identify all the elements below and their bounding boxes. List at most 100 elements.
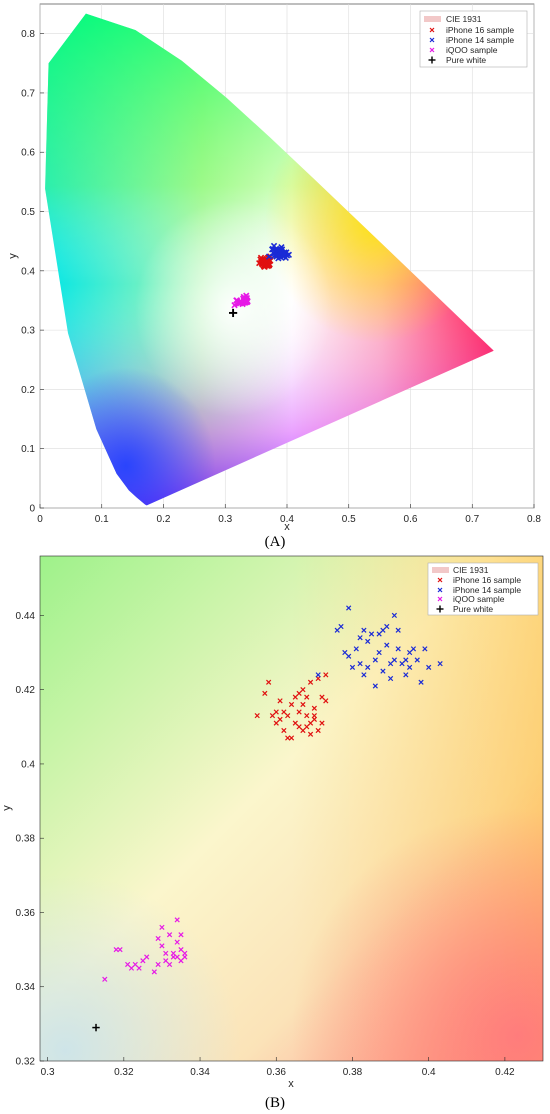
panel-b: 0.3 0.32 0.34 0.36 0.38 0.4 0.42 0.32 0.34 0.36 0.…: [1, 555, 544, 1111]
iphone-14-sample-point: [403, 657, 409, 663]
legend-iqoo-marker: [429, 47, 435, 53]
iqoo-sample-point: [163, 950, 169, 956]
iqoo-sample-point: [136, 965, 142, 971]
x-tick-label: 0.5: [342, 514, 356, 525]
x-tick-label: 0.42: [495, 1067, 515, 1078]
iphone-16-sample-point: [296, 690, 302, 697]
iphone-14-sample-point: [349, 664, 356, 671]
legend-plus-icon: [436, 605, 444, 613]
iqoo-sample-point: [132, 961, 138, 968]
iphone-14-sample-point: [391, 612, 398, 619]
legend-cross-icon: [437, 587, 443, 593]
iqoo-sample-point: [174, 917, 180, 923]
iphone-14-sample-point: [387, 675, 394, 682]
iphone-16-sample-point: [288, 701, 295, 708]
y-tick-label: 0.3: [21, 326, 35, 337]
iphone-16-sample-point: [262, 690, 268, 697]
iphone-16-sample-point: [292, 720, 298, 726]
iqoo-sample-point: [159, 924, 165, 930]
iphone-14-sample-point: [361, 627, 367, 633]
iqoo-sample-point: [125, 961, 131, 968]
iphone-14-sample-point: [407, 649, 413, 656]
iqoo-sample-point: [178, 958, 184, 964]
iphone-16-sample-point: [307, 720, 314, 726]
x-tick-label: 0.7: [465, 514, 479, 525]
panel-b-ticks: 0.3 0.32 0.34 0.36 0.38 0.4 0.42 0.32 0.34 0.36 0.…: [16, 611, 516, 1078]
iqoo-sample-point: [117, 946, 123, 953]
iphone-16-sample-point: [296, 724, 302, 730]
iphone-16-sample-point: [304, 724, 310, 730]
iphone-16-sample-point: [300, 701, 306, 708]
panel-a-ticks: 0 0.1 0.2 0.3 0.4 0.5 0.6 0.7 0.8 0 0.1 0.2 0.3 0.4 0.…: [21, 29, 541, 525]
panel-a-ylabel: y: [7, 253, 19, 259]
legend-iqoo-label: iQOO sample: [453, 594, 505, 604]
iqoo-sample-point: [155, 961, 161, 968]
legend-cross-icon: [437, 577, 443, 583]
legend-cross-icon: [429, 27, 435, 33]
legend-cie-label: CIE 1931: [446, 14, 482, 24]
iphone-14-sample-point: [384, 642, 390, 648]
y-tick-label: 0.7: [21, 88, 35, 99]
iqoo-sample-point: [231, 302, 238, 309]
iphone-16-sample-point: [304, 713, 310, 719]
panel-b-markers: [92, 605, 443, 1032]
iphone-14-sample-point: [418, 679, 424, 685]
legend-cie-swatch: [432, 567, 449, 573]
iqoo-sample-point: [159, 943, 165, 949]
x-tick-label: 0: [37, 514, 43, 525]
panel-b-background: [40, 556, 543, 1061]
x-tick-label: 0.34: [190, 1067, 210, 1078]
iphone-16-sample-point: [292, 694, 298, 700]
iphone-16-sample-point: [311, 705, 317, 711]
iphone-16-sample-point: [319, 720, 325, 726]
iphone-14-sample-point: [380, 627, 386, 633]
panel-b-label: (B): [265, 1095, 285, 1111]
iphone-14-sample-point: [353, 646, 359, 652]
iqoo-sample-point: [174, 954, 180, 960]
y-tick-label: 0.38: [16, 834, 36, 845]
iphone-14-sample-point: [380, 668, 386, 674]
iphone-16-sample-point: [254, 713, 260, 719]
iphone-14-sample-point: [346, 605, 352, 611]
iqoo-sample-point: [174, 939, 180, 945]
y-tick-label: 0.44: [16, 611, 36, 622]
iphone-14-sample-point: [403, 672, 409, 678]
iphone-14-sample-point: [361, 672, 367, 678]
iqoo-sample-point: [151, 969, 157, 975]
x-tick-label: 0.38: [343, 1067, 363, 1078]
iphone-16-sample-point: [319, 694, 325, 700]
iphone-16-sample-point: [300, 727, 306, 734]
iphone-16-sample-point: [273, 720, 279, 726]
iqoo-sample-point: [244, 298, 251, 305]
legend-pure-white-label: Pure white: [446, 55, 486, 65]
iqoo-sample-point: [166, 932, 173, 938]
y-tick-label: 0: [29, 504, 35, 515]
iqoo-sample-point: [155, 935, 161, 942]
x-tick-label: 0.3: [41, 1067, 55, 1078]
iphone-14-sample-point: [410, 646, 417, 652]
iqoo-sample-point: [178, 932, 184, 938]
y-tick-label: 0.2: [21, 385, 35, 396]
x-tick-label: 0.1: [95, 514, 109, 525]
iphone-14-sample-point: [407, 664, 413, 671]
y-tick-label: 0.36: [16, 908, 36, 919]
iphone-14-sample-point: [395, 646, 401, 652]
iphone-16-sample-point: [285, 735, 291, 741]
legend-iphone14-marker: [437, 587, 443, 593]
iphone-14-sample-point: [399, 661, 405, 667]
iphone-16-sample-point: [277, 698, 283, 704]
iphone-14-sample-point: [426, 664, 432, 671]
panel-b-xlabel: x: [288, 1078, 294, 1090]
iphone-14-sample-point: [346, 653, 352, 659]
legend-cross-icon: [437, 596, 443, 602]
legend-iphone16-marker: [437, 577, 443, 583]
iphone-16-sample-point: [281, 727, 287, 734]
iqoo-sample-point: [140, 958, 146, 964]
x-tick-label: 0.2: [157, 514, 171, 525]
iphone-14-sample-point: [372, 683, 378, 689]
iphone-16-sample-point: [266, 679, 272, 685]
iphone-14-sample-point: [334, 627, 340, 633]
y-tick-label: 0.32: [16, 1057, 36, 1068]
iphone-14-sample-point: [384, 623, 390, 630]
iphone-16-sample-point: [307, 731, 314, 737]
